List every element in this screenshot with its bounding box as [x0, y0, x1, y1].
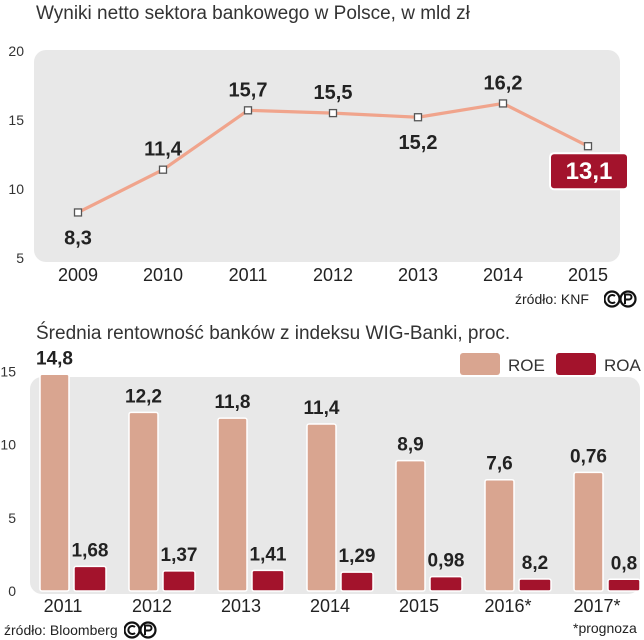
x-tick-label: 2013	[398, 265, 438, 285]
roe-bar	[306, 423, 337, 592]
roe-value-label: 0,76	[570, 446, 607, 467]
roe-bar	[217, 417, 248, 592]
bar-chart-title: Średnia rentowność banków z indeksu WIG-…	[36, 323, 511, 344]
roe-bar	[128, 411, 159, 592]
y-tick-label: 20	[8, 43, 24, 59]
copyright-logo-icon	[124, 621, 157, 639]
data-point	[73, 208, 83, 217]
roe-bar	[573, 471, 604, 592]
data-label: 15,7	[229, 79, 268, 101]
x-tick-label: 2009	[58, 265, 98, 285]
bar-chart-source: źródło: Bloomberg	[4, 622, 118, 638]
y-tick-label: 15	[8, 112, 24, 128]
data-label: 15,2	[399, 132, 438, 154]
roa-bar	[340, 571, 374, 592]
legend-roa-label: ROA	[604, 356, 642, 375]
data-point	[583, 142, 593, 151]
roe-value-label: 12,2	[125, 386, 162, 407]
x-tick-label: 2016*	[484, 596, 531, 616]
x-tick-label: 2012	[313, 265, 353, 285]
legend-roa-swatch	[556, 353, 596, 375]
roa-bar	[518, 578, 552, 592]
roa-bar	[162, 570, 196, 592]
x-tick-label: 2014	[310, 596, 350, 616]
roe-value-label: 14,8	[36, 350, 73, 369]
roe-value-label: 7,6	[486, 454, 512, 475]
roa-value-label: 1,41	[250, 544, 287, 565]
x-tick-label: 2015	[568, 265, 608, 285]
x-tick-label: 2014	[483, 265, 523, 285]
bar-chart: 0 5 10 15 ROE ROA 14,8 1,68 2011 12,2 1,37 2012 11,8…	[0, 350, 642, 616]
roa-value-label: 0,98	[428, 551, 465, 572]
legend-roe-swatch	[460, 353, 500, 375]
x-tick-label: 2013	[221, 596, 261, 616]
y-tick-label: 5	[8, 510, 16, 526]
roe-bar	[484, 478, 515, 592]
roe-value-label: 8,9	[397, 435, 423, 456]
roa-value-label: 1,37	[161, 545, 198, 566]
data-label: 13,1	[566, 158, 613, 185]
data-label: 15,5	[314, 82, 353, 104]
roa-value-label: 1,29	[339, 546, 376, 567]
data-point	[158, 165, 168, 174]
y-tick-label: 0	[8, 583, 16, 599]
roe-value-label: 11,4	[304, 398, 340, 419]
y-tick-label: 10	[8, 181, 24, 197]
data-label: 16,2	[484, 72, 523, 94]
roa-value-label: 0,8	[611, 553, 637, 574]
copyright-logo-icon	[604, 290, 637, 308]
data-label: 11,4	[144, 139, 183, 161]
data-point	[413, 113, 423, 122]
roe-bar	[395, 459, 426, 592]
line-chart-source: źródło: KNF	[515, 291, 589, 307]
x-tick-label: 2012	[132, 596, 172, 616]
roe-value-label: 11,8	[215, 392, 251, 413]
data-label: 8,3	[64, 227, 92, 249]
x-tick-label: 2017*	[573, 596, 620, 616]
data-point	[243, 106, 253, 115]
highlight-value-box	[549, 152, 629, 191]
roa-bar	[429, 575, 463, 592]
x-tick-label: 2015	[399, 596, 439, 616]
roa-value-label: 1,68	[72, 540, 109, 561]
roa-bar	[607, 578, 641, 592]
x-tick-label: 2011	[229, 265, 268, 285]
forecast-footnote: *prognoza	[573, 620, 637, 636]
plot-background	[34, 50, 620, 262]
x-tick-label: 2011	[44, 596, 83, 616]
y-tick-label: 5	[16, 250, 24, 266]
legend-roe-label: ROE	[508, 356, 545, 375]
data-point	[498, 99, 508, 108]
line-chart: 5 10 15 20 8,3 11,4 15,7 15,5 15,2 16,2 13,1 2009 20…	[8, 43, 629, 285]
y-tick-label: 10	[0, 437, 16, 453]
line-chart-title: Wyniki netto sektora bankowego w Polsce,…	[36, 3, 470, 24]
roa-bar	[251, 569, 285, 592]
y-tick-label: 15	[0, 363, 16, 379]
roe-bar	[39, 373, 70, 592]
x-tick-label: 2010	[143, 265, 183, 285]
data-point	[328, 108, 338, 118]
roa-bar	[73, 565, 107, 592]
roa-value-label: 8,2	[522, 553, 548, 574]
